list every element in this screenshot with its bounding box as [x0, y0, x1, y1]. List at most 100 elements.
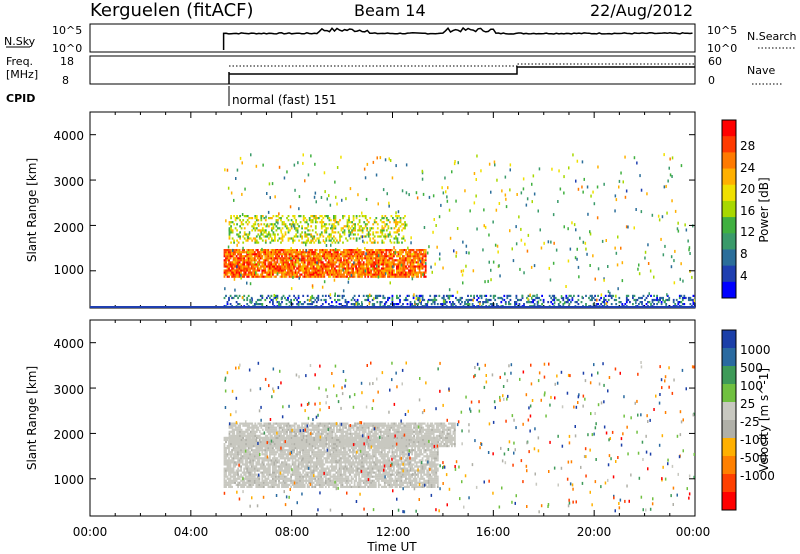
power-cell [400, 259, 403, 262]
power-cell [488, 260, 490, 264]
velocity-cell [305, 473, 308, 476]
velocity-cell [237, 485, 239, 488]
power-cell [287, 265, 289, 268]
power-cell [515, 301, 518, 304]
power-cell [229, 263, 232, 266]
power-cell [272, 226, 275, 230]
velocity-cell [335, 449, 338, 452]
power-cell [482, 301, 484, 304]
velocity-cell [262, 483, 265, 486]
power-cell [340, 265, 342, 268]
power-cell [404, 215, 406, 218]
power-cell [508, 294, 510, 297]
power-cell [274, 239, 276, 242]
velocity-cell [311, 469, 314, 472]
velocity-cell [252, 473, 255, 476]
velocity-cell [246, 449, 249, 452]
velocity-cell [326, 465, 329, 468]
power-cell [619, 301, 622, 304]
power-cell [632, 294, 634, 297]
velocity-cell [237, 459, 239, 462]
power-cell [374, 267, 377, 270]
power-cell [338, 267, 341, 270]
power-cell [276, 296, 279, 300]
velocity-cell [294, 475, 297, 478]
velocity-cell [314, 485, 317, 488]
power-cell [403, 257, 406, 260]
power-cell [409, 263, 412, 266]
velocity-cell [269, 485, 271, 488]
power-cell [340, 227, 343, 230]
velocity-cell [225, 459, 227, 462]
velocity-cell [326, 473, 329, 476]
power-cell [229, 251, 232, 254]
power-cell [298, 215, 300, 218]
power-cell [297, 294, 300, 297]
power-cell [465, 251, 468, 255]
velocity-cell [321, 465, 324, 468]
power-cell [677, 301, 680, 304]
power-cell [275, 253, 277, 256]
power-cell [617, 287, 619, 291]
power-cell [303, 267, 306, 270]
power-cell [492, 220, 494, 224]
power-cell [438, 294, 441, 297]
power-cell [322, 221, 325, 224]
power-cell [290, 267, 292, 270]
power-cell [363, 167, 366, 171]
power-cell [241, 259, 244, 262]
velocity-cell [317, 451, 320, 454]
power-cell [284, 263, 286, 266]
velocity-cell [303, 459, 306, 462]
power-cell [278, 249, 280, 252]
velocity-cell [225, 436, 227, 439]
power-cell [337, 265, 339, 268]
power-cell [377, 267, 380, 270]
power-cell [625, 301, 628, 304]
power-cell [268, 233, 270, 236]
velocity-cell [250, 473, 253, 476]
power-cell [385, 269, 388, 272]
power-cell [328, 237, 331, 240]
power-cell [402, 267, 404, 270]
power-cell [391, 249, 394, 252]
velocity-cell [312, 463, 315, 466]
power-cell [426, 303, 429, 306]
power-cell [415, 249, 418, 252]
velocity-cell [278, 477, 280, 480]
velocity-cell [328, 483, 330, 486]
velocity-cell [279, 477, 282, 480]
velocity-cell [297, 471, 300, 474]
velocity-cell [269, 465, 271, 468]
velocity-cell [231, 449, 233, 452]
power-cell [647, 243, 649, 247]
power-cell [320, 263, 323, 266]
velocity-cell [332, 455, 335, 458]
power-cell [338, 253, 341, 256]
power-cell [293, 298, 295, 302]
power-cell [252, 249, 255, 252]
power-cell [385, 259, 388, 262]
power-cell [269, 263, 271, 266]
power-cell [563, 175, 565, 179]
velocity-cell [246, 455, 249, 458]
power-cell [256, 261, 259, 264]
velocity-cell [238, 438, 241, 442]
velocity-cell [293, 457, 295, 460]
power-cell [603, 298, 605, 302]
power-cell [369, 229, 372, 232]
velocity-cell [305, 463, 308, 466]
velocity-cell [269, 481, 271, 484]
power-cell [268, 182, 271, 186]
power-cell [308, 241, 311, 244]
power-cell [258, 267, 261, 270]
power-cell [285, 251, 288, 254]
velocity-cell [290, 485, 292, 488]
velocity-cell [264, 457, 267, 460]
velocity-cell [326, 453, 329, 456]
power-cell [324, 249, 327, 252]
velocity-cell [229, 479, 232, 482]
power-cell [314, 219, 317, 222]
velocity-cell [305, 457, 308, 460]
power-cell [509, 163, 512, 167]
